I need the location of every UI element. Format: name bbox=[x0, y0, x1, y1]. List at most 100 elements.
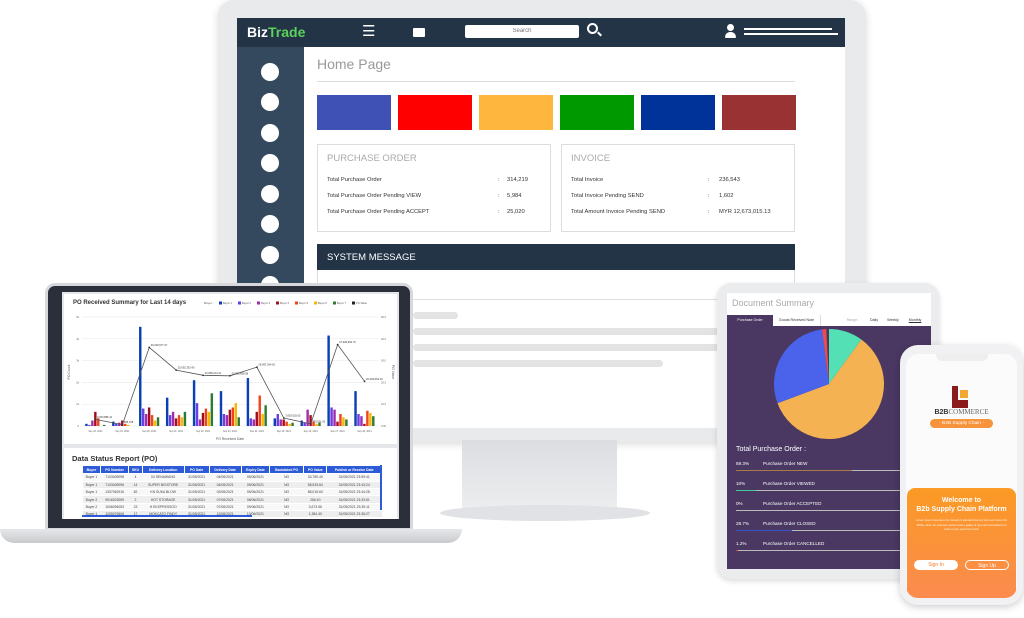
column-header[interactable]: Expiry Date bbox=[240, 464, 271, 475]
menu-icon[interactable]: ☰ bbox=[362, 23, 376, 40]
monitor-base bbox=[440, 505, 650, 521]
tab-bar: Purchase Order Goods Received Note Range… bbox=[727, 315, 931, 326]
sidebar-item[interactable] bbox=[261, 246, 279, 264]
table-row[interactable]: Buyer 2 9016023059 2 HOT STORAGE 31/05/2021 0… bbox=[82, 495, 382, 504]
table-row[interactable]: Buyer 1120507960617MOKCATO FINDY31/05/20… bbox=[82, 510, 382, 519]
range-daily[interactable]: Daily bbox=[870, 318, 878, 322]
po-value-point bbox=[309, 422, 312, 425]
status-label: Purchase Order ACCEPTED bbox=[763, 501, 822, 506]
bar bbox=[144, 414, 148, 426]
column-header[interactable]: Delivery Location bbox=[141, 464, 185, 475]
bar bbox=[303, 422, 306, 426]
horizontal-scrollbar[interactable] bbox=[82, 515, 252, 517]
bar bbox=[115, 423, 118, 426]
separator: : bbox=[498, 177, 500, 183]
table-cell: 12/06/2021 bbox=[209, 510, 242, 519]
brand-logo[interactable]: BizTrade bbox=[247, 24, 305, 40]
total-po-label: Total Purchase Order : bbox=[736, 446, 807, 453]
color-tile[interactable] bbox=[722, 95, 796, 130]
progress-bar bbox=[736, 470, 931, 472]
bar bbox=[156, 417, 160, 426]
color-tile[interactable] bbox=[479, 95, 553, 130]
data-label: 3,653,625.05 bbox=[285, 414, 301, 418]
table-row[interactable]: Buyer 1 1307061916 82 KN SUKA BLOW 31/05/202… bbox=[82, 488, 382, 497]
legend-label: Buyer 5 bbox=[299, 301, 308, 305]
separator: : bbox=[708, 177, 710, 183]
column-header[interactable]: Publish or Receive Date bbox=[326, 464, 382, 475]
table-row[interactable]: Buyer 1 7103409098 4 04 SENAWANG 31/05/2021 0… bbox=[82, 473, 382, 482]
column-header[interactable]: Buyer bbox=[82, 464, 101, 475]
progress-fill bbox=[736, 530, 792, 532]
legend-swatch bbox=[314, 301, 317, 305]
x-tick-label: Sep 25, 2021 bbox=[277, 430, 292, 433]
bar bbox=[261, 414, 264, 426]
mail-icon[interactable] bbox=[413, 28, 425, 37]
stat-value: 5,984 bbox=[507, 193, 522, 199]
table-cell: 13/06/2021 bbox=[241, 510, 270, 519]
sidebar-item[interactable] bbox=[261, 185, 279, 203]
bar bbox=[153, 420, 157, 426]
bar bbox=[300, 420, 303, 426]
column-header[interactable]: PO Number bbox=[99, 464, 130, 475]
status-label: Purchase Order CANCELLED bbox=[763, 541, 825, 546]
tablet-screen: Document Summary Purchase Order Goods Re… bbox=[727, 293, 931, 569]
vertical-scrollbar[interactable] bbox=[380, 465, 382, 510]
search-icon[interactable] bbox=[587, 23, 598, 34]
table-cell: 08/06/2021 bbox=[241, 495, 270, 504]
stat-value: 236,543 bbox=[719, 177, 740, 183]
sign-up-button[interactable]: Sign Up bbox=[965, 560, 1009, 570]
range-monthly[interactable]: Monthly bbox=[908, 318, 922, 322]
sign-in-button[interactable]: Sign In bbox=[914, 560, 958, 570]
table-cell: 31/05/2021 23:33:51 bbox=[326, 495, 382, 504]
table-row[interactable]: Buyer 2 1006094053 23 H EKSPRESSOO 31/05/202… bbox=[82, 503, 382, 512]
pie-slice bbox=[777, 339, 884, 439]
table-row[interactable]: Buyer 1 7103409096 14 SUPER BIGSTORE 31/05/2… bbox=[82, 481, 382, 489]
sidebar-item[interactable] bbox=[261, 154, 279, 172]
table-cell: NO bbox=[269, 503, 304, 512]
sidebar-item[interactable] bbox=[261, 93, 279, 111]
table-cell: Buyer 1 bbox=[82, 510, 101, 519]
status-row: 1.2% Purchase Order CANCELLED bbox=[736, 541, 931, 552]
column-header[interactable]: SKU bbox=[128, 464, 143, 475]
bar bbox=[246, 378, 250, 426]
po-value-point bbox=[256, 366, 258, 369]
placeholder-line bbox=[413, 360, 663, 367]
sidebar-item[interactable] bbox=[261, 215, 279, 233]
column-header[interactable]: Backdated PO bbox=[269, 464, 305, 475]
bar bbox=[192, 380, 196, 426]
x-tick-label: Sep 19, 2021 bbox=[115, 430, 130, 433]
table-cell: 23 bbox=[128, 503, 143, 512]
progress-bar bbox=[736, 490, 931, 492]
color-tile[interactable] bbox=[317, 95, 391, 130]
table-cell: 31/05/2021 bbox=[184, 481, 210, 489]
search-input[interactable] bbox=[465, 25, 579, 38]
color-tile[interactable] bbox=[641, 95, 715, 130]
table-cell: 17 bbox=[128, 510, 143, 519]
legend-swatch bbox=[295, 301, 298, 305]
sidebar-item[interactable] bbox=[261, 63, 279, 81]
color-tile[interactable] bbox=[398, 95, 472, 130]
table-cell: 07/06/2021 bbox=[209, 495, 242, 504]
po-pie-chart bbox=[774, 329, 884, 439]
tab-goods-received-note[interactable]: Goods Received Note bbox=[773, 315, 821, 326]
column-header[interactable]: PO Value bbox=[303, 464, 328, 475]
table-title: Data Status Report (PO) bbox=[72, 454, 158, 463]
range-weekly[interactable]: Weekly bbox=[887, 318, 899, 322]
data-label: 37,328,994.70 bbox=[339, 340, 356, 344]
legend-label: PO Value bbox=[356, 301, 367, 305]
table-cell: SUPER BIGSTORE bbox=[142, 481, 185, 489]
x-tick-label: Sep 27, 2021 bbox=[331, 430, 346, 433]
supply-chain-pill[interactable]: - B2B Supply Chain - bbox=[930, 419, 993, 428]
bar bbox=[249, 418, 253, 426]
color-tile[interactable] bbox=[560, 95, 634, 130]
column-header[interactable]: Delivery Date bbox=[208, 464, 242, 475]
user-icon[interactable] bbox=[725, 24, 736, 40]
data-status-report: Data Status Report (PO) Buyer PO Number SK… bbox=[64, 448, 397, 519]
status-row: 0% Purchase Order ACCEPTED bbox=[736, 501, 931, 512]
table-cell: MOKCATO FINDY bbox=[142, 510, 185, 519]
tab-purchase-order[interactable]: Purchase Order bbox=[727, 315, 773, 326]
bar bbox=[237, 417, 240, 426]
sidebar-item[interactable] bbox=[261, 124, 279, 142]
stat-row: Total Invoice Pending SEND: 1,602 bbox=[571, 193, 791, 199]
column-header[interactable]: PO Date bbox=[183, 464, 210, 475]
